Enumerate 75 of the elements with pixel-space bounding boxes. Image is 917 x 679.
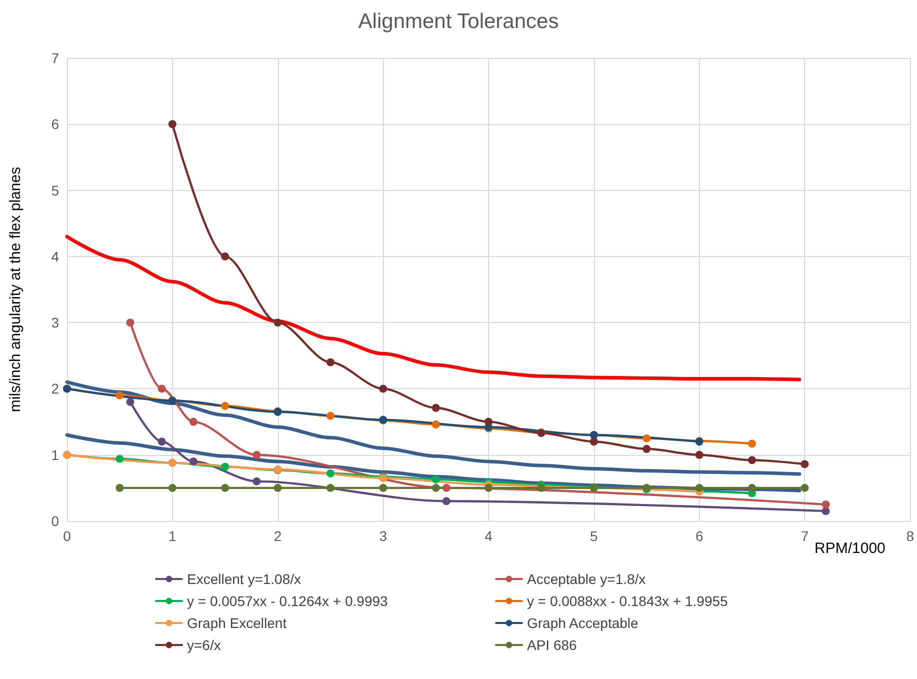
x-tick-label: 7 (800, 528, 809, 544)
point (116, 391, 124, 400)
point (748, 440, 756, 448)
point (379, 484, 388, 492)
y-tick-label: 0 (51, 513, 60, 529)
point (274, 318, 282, 327)
point (442, 497, 450, 506)
point (695, 450, 704, 459)
legend-label: y=6/x (187, 637, 221, 653)
legend-label: y = 0.0057xx - 0.1264x + 0.9993 (187, 593, 388, 609)
line-series (65, 234, 802, 382)
x-tick-label: 2 (274, 528, 282, 544)
x-tick-label: 8 (906, 528, 914, 544)
point (642, 434, 651, 442)
point (168, 120, 176, 128)
legend-label: y = 0.0088xx - 0.1843x + 1.9955 (527, 593, 728, 609)
point (432, 475, 440, 484)
point (432, 404, 440, 412)
point (168, 484, 176, 492)
point (274, 484, 282, 492)
point (432, 484, 440, 492)
chart-title: Alignment Tolerances (358, 10, 559, 33)
point (252, 477, 261, 486)
point (537, 484, 546, 492)
y-tick-label: 6 (51, 116, 60, 132)
legend-label: Graph Acceptable (527, 615, 639, 631)
point (116, 484, 124, 492)
x-tick-label: 1 (168, 528, 176, 544)
x-tick-label: 6 (695, 528, 704, 544)
point (326, 484, 334, 492)
point (326, 358, 334, 366)
legend-label: Excellent y=1.08/x (187, 571, 302, 587)
point (221, 462, 230, 471)
point (189, 457, 198, 466)
point (800, 484, 809, 492)
point (379, 384, 388, 393)
x-tick-label: 5 (590, 528, 598, 544)
y-tick-label: 4 (51, 248, 60, 264)
y-tick-label: 5 (51, 182, 60, 198)
point (221, 484, 230, 492)
point (748, 484, 756, 492)
point (326, 469, 334, 478)
point (484, 418, 493, 426)
point (252, 450, 261, 459)
point (116, 454, 124, 463)
legend-label: Acceptable y=1.8/x (527, 571, 646, 587)
point (221, 252, 230, 260)
legend-label: Graph Excellent (187, 615, 287, 631)
y-tick-label: 7 (51, 50, 60, 66)
point (484, 484, 493, 492)
point (442, 484, 450, 492)
legend-label: API 686 (527, 637, 578, 653)
point (642, 444, 651, 453)
point (126, 398, 134, 406)
point (822, 500, 830, 508)
point (326, 412, 334, 420)
point (695, 484, 704, 492)
y-axis-title: mils/inch angularity at the flex planes (7, 166, 24, 412)
point (590, 438, 598, 446)
x-tick-label: 3 (379, 528, 388, 544)
point (432, 420, 440, 428)
point (158, 438, 166, 446)
point (748, 456, 756, 464)
point (189, 418, 198, 426)
x-tick-label: 4 (484, 528, 493, 544)
x-axis-title: RPM/1000 (814, 540, 886, 557)
y-tick-label: 2 (51, 380, 60, 397)
point (126, 318, 134, 327)
point (158, 384, 166, 393)
point (800, 460, 809, 468)
x-tick-label: 0 (63, 528, 72, 544)
point (221, 402, 230, 410)
line-series (65, 380, 802, 476)
y-tick-label: 1 (51, 446, 60, 463)
y-tick-label: 3 (51, 314, 60, 331)
